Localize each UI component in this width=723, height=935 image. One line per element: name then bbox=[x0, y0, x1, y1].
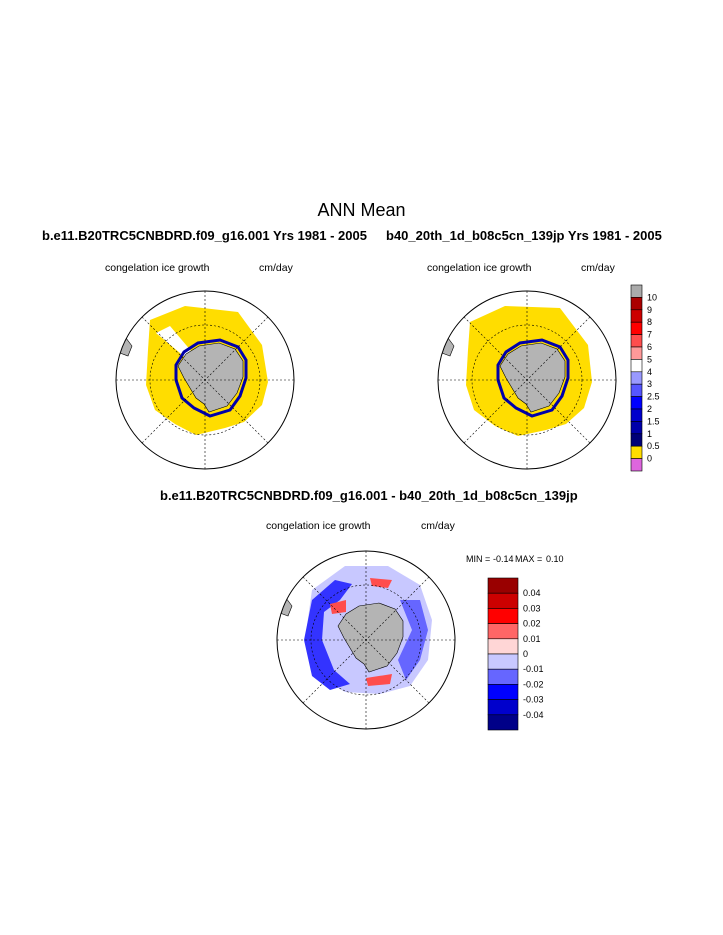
panel1-map bbox=[116, 291, 294, 469]
panel3-antarctica bbox=[337, 602, 404, 673]
colorbar-top-swatch bbox=[630, 445, 643, 459]
colorbar-diff-swatch bbox=[487, 623, 519, 640]
colorbar-diff-swatch bbox=[487, 668, 519, 685]
colorbar-diff-swatch bbox=[487, 577, 519, 594]
colorbar-top-label: 0 bbox=[647, 454, 652, 464]
panel2-variable-label: congelation ice growth bbox=[427, 262, 532, 274]
colorbar-diff-swatch bbox=[487, 608, 519, 624]
panel1-map-border bbox=[115, 290, 295, 470]
colorbar-top-swatch bbox=[630, 421, 643, 435]
panel3-map bbox=[277, 551, 455, 729]
max-label: MAX = bbox=[515, 554, 543, 564]
colorbar-top-label: 2 bbox=[647, 404, 652, 414]
colorbar-top-label: 5 bbox=[647, 354, 652, 364]
colorbar-top-swatch bbox=[630, 396, 643, 410]
colorbar-top-label: 4 bbox=[647, 367, 652, 377]
panel2-map bbox=[438, 291, 616, 469]
panel3-variable-label: congelation ice growth bbox=[266, 520, 371, 532]
colorbar-diff-label: 0.01 bbox=[523, 634, 541, 644]
panel1-meridian-4 bbox=[141, 316, 269, 444]
colorbar-top: 10 9 8 7 6 5 4 3 2.5 2 1.5 1 0.5 0 bbox=[630, 284, 660, 472]
panel2-south-america bbox=[438, 337, 455, 357]
panel2-case-title: b40_20th_1d_b08c5cn_139jp Yrs 1981 - 200… bbox=[386, 228, 662, 243]
colorbar-diff-label: 0.02 bbox=[523, 619, 541, 629]
colorbar-diff-label: -0.01 bbox=[523, 664, 544, 674]
colorbar-diff-swatch bbox=[487, 653, 519, 670]
panel3-south-america bbox=[277, 597, 293, 617]
panel2-map-border bbox=[437, 290, 617, 470]
panel3-diff-field-red-3 bbox=[370, 578, 392, 588]
max-value: 0.10 bbox=[546, 554, 564, 564]
colorbar-diff-label: -0.02 bbox=[523, 679, 544, 689]
colorbar-top-label: 7 bbox=[647, 330, 652, 340]
colorbar-diff-label: 0.03 bbox=[523, 603, 541, 613]
panel1-data-gap bbox=[156, 326, 192, 358]
panel1-antarctica bbox=[177, 342, 244, 413]
page-title: ANN Mean bbox=[317, 200, 406, 220]
panel3-diff-field-red-2 bbox=[366, 674, 392, 686]
colorbar-top-swatch bbox=[630, 433, 643, 447]
panel2-meridian-4 bbox=[463, 316, 591, 444]
panel3-units-label: cm/day bbox=[421, 520, 455, 532]
colorbar-diff-swatch bbox=[487, 699, 519, 716]
min-value: -0.14 bbox=[493, 554, 514, 564]
panel3-meridian-4 bbox=[302, 576, 430, 704]
colorbar-top-label: 1.5 bbox=[647, 416, 660, 426]
colorbar-top-label: 1 bbox=[647, 429, 652, 439]
colorbar-top-label: 6 bbox=[647, 342, 652, 352]
colorbar-top-swatch bbox=[630, 321, 643, 335]
colorbar-diff: 0.04 0.03 0.02 0.01 0 -0.01 -0.02 -0.03 -0.04 bbox=[487, 577, 544, 731]
colorbar-top-swatch bbox=[630, 346, 643, 360]
colorbar-top-swatch bbox=[630, 458, 643, 472]
panel3-diff-field-red bbox=[330, 600, 346, 614]
colorbar-top-swatch bbox=[630, 309, 643, 323]
colorbar-top-swatch bbox=[630, 297, 643, 311]
colorbar-diff-label: -0.04 bbox=[523, 710, 544, 720]
colorbar-top-swatch bbox=[630, 334, 643, 348]
panel1-case-title: b.e11.B20TRC5CNBDRD.f09_g16.001 Yrs 1981… bbox=[42, 228, 367, 243]
colorbar-top-label: 10 bbox=[647, 292, 657, 302]
panel1-south-america bbox=[116, 337, 133, 357]
panel2-antarctica bbox=[499, 342, 566, 413]
colorbar-diff-swatch bbox=[487, 714, 519, 731]
panel3-map-border bbox=[276, 550, 456, 730]
colorbar-top-swatch bbox=[630, 408, 643, 422]
colorbar-top-swatch bbox=[630, 383, 643, 397]
panel1-variable-label: congelation ice growth bbox=[105, 262, 210, 274]
panel3-case-title: b.e11.B20TRC5CNBDRD.f09_g16.001 - b40_20… bbox=[160, 488, 578, 503]
colorbar-top-swatch bbox=[630, 284, 643, 298]
min-label: MIN = bbox=[466, 554, 491, 564]
colorbar-top-label: 8 bbox=[647, 317, 652, 327]
colorbar-top-swatch bbox=[630, 371, 643, 385]
panel1-units-label: cm/day bbox=[259, 262, 293, 274]
colorbar-diff-swatch bbox=[487, 592, 519, 609]
colorbar-diff-swatch bbox=[487, 684, 519, 700]
colorbar-top-label: 9 bbox=[647, 305, 652, 315]
colorbar-diff-swatch bbox=[487, 638, 519, 655]
colorbar-top-label: 2.5 bbox=[647, 392, 660, 402]
colorbar-diff-label: 0 bbox=[523, 649, 528, 659]
panel2-coastal-growth bbox=[496, 338, 570, 418]
panel1-coastal-growth bbox=[174, 338, 248, 418]
colorbar-top-label: 3 bbox=[647, 379, 652, 389]
colorbar-diff-label: -0.03 bbox=[523, 695, 544, 705]
colorbar-top-label: 0.5 bbox=[647, 441, 660, 451]
colorbar-diff-label: 0.04 bbox=[523, 588, 541, 598]
panel2-units-label: cm/day bbox=[581, 262, 615, 274]
colorbar-top-swatch bbox=[630, 359, 643, 373]
